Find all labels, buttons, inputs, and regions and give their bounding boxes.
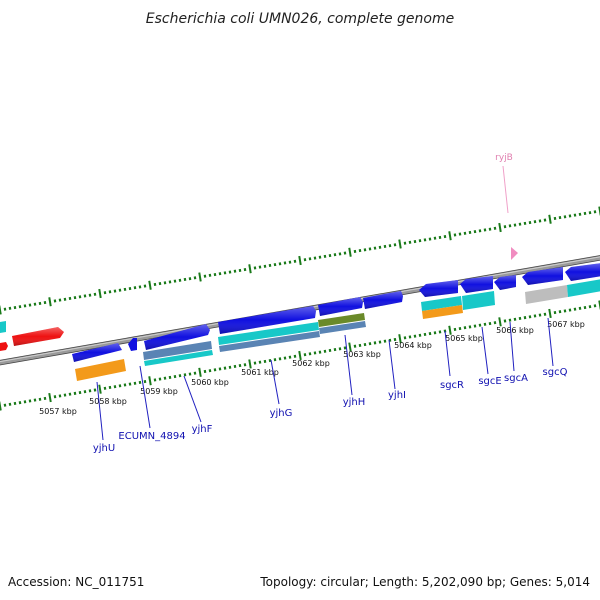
scale-label-5065: 5065 kbp — [445, 334, 483, 343]
inner-ring-major-tick — [248, 359, 252, 369]
outer-ring-major-tick — [298, 255, 302, 266]
gene-label-yjhF[interactable]: yjhF — [192, 424, 213, 435]
scale-label-5058: 5058 kbp — [89, 397, 127, 406]
scale-label-5057: 5057 kbp — [39, 407, 77, 416]
outer-ring-major-tick — [548, 214, 552, 224]
cds-yjhF-steel[interactable] — [143, 341, 212, 360]
inner-ring-major-tick — [48, 392, 52, 403]
outer-ring-major-tick — [0, 305, 2, 315]
inner-ring-major-tick — [398, 334, 402, 344]
accession-text: Accession: NC_011751 — [8, 575, 144, 589]
gene-label-leaders — [96, 317, 554, 441]
cds-sgcR-orange[interactable] — [422, 305, 463, 319]
gene-label-sgcR[interactable]: sgcR — [440, 380, 464, 391]
scale-label-5059: 5059 kbp — [140, 387, 178, 396]
gene-label-yjhH[interactable]: yjhH — [343, 397, 366, 408]
cds-yjhG-steel[interactable] — [219, 331, 320, 352]
cds-sgcE-cyan[interactable] — [462, 291, 495, 310]
gene-label-ryjB[interactable]: ryjB — [495, 153, 513, 163]
scale-label-5061: 5061 kbp — [241, 368, 279, 377]
cds-cyan-left[interactable] — [0, 321, 6, 333]
gene-label-yjhI[interactable]: yjhI — [388, 390, 406, 401]
gene-label-yjhG[interactable]: yjhG — [270, 408, 293, 419]
inner-tick-ring — [0, 300, 600, 411]
forward-strand-features — [0, 279, 600, 366]
genome-summary-text: Topology: circular; Length: 5,202,090 bp… — [259, 575, 590, 589]
scale-label-5062: 5062 kbp — [292, 359, 330, 368]
gene-label-sgcQ[interactable]: sgcQ — [543, 367, 568, 378]
outer-ring-major-tick — [398, 239, 402, 249]
cds-yjhH-steel[interactable] — [319, 321, 366, 334]
outer-ring-major-tick — [48, 297, 52, 307]
outer-ring-major-tick — [498, 222, 502, 233]
ryjB-leader — [502, 165, 509, 214]
cds-red-left[interactable] — [0, 342, 8, 351]
cds-yjhG-cyan[interactable] — [218, 322, 319, 345]
outer-ring-major-tick — [198, 272, 202, 282]
cds-sgcQ-cyan[interactable] — [567, 279, 600, 297]
cds-yjhU-orange[interactable] — [75, 359, 126, 381]
cds-sgcR-cyan[interactable] — [421, 296, 462, 311]
inner-ring-major-tick — [448, 325, 452, 335]
inner-ring-major-tick — [98, 384, 102, 394]
scale-label-5066: 5066 kbp — [496, 326, 534, 335]
cds-small-blue[interactable] — [128, 338, 137, 351]
inner-ring-major-tick — [198, 367, 202, 377]
inner-ring-major-tick — [148, 376, 152, 386]
ncrna-ryjB[interactable] — [511, 247, 518, 260]
inner-ring-major-tick — [0, 401, 2, 411]
gene-label-ecumn-4894[interactable]: ECUMN_4894 — [118, 431, 185, 442]
outer-ring-major-tick — [98, 288, 102, 299]
gene-label-sgcA[interactable]: sgcA — [504, 373, 528, 384]
outer-tick-ring — [0, 206, 600, 315]
outer-ring-major-tick — [248, 264, 252, 274]
scale-label-5064: 5064 kbp — [394, 341, 432, 350]
outer-ring-major-tick — [148, 280, 152, 290]
outer-ring-major-tick — [448, 231, 452, 241]
cds-yjhH-olive[interactable] — [318, 313, 365, 327]
reverse-strand-features — [72, 247, 600, 381]
inner-ring-major-tick — [498, 317, 502, 327]
scale-label-5063: 5063 kbp — [343, 350, 381, 359]
inner-ring-major-tick — [548, 308, 552, 319]
cds-yjhF-cyan[interactable] — [144, 350, 213, 366]
scale-label-5060: 5060 kbp — [191, 378, 229, 387]
outer-ring-major-tick — [348, 247, 352, 257]
gene-label-yjhU[interactable]: yjhU — [93, 443, 115, 454]
scale-label-5067: 5067 kbp — [547, 320, 585, 329]
gene-label-sgcE[interactable]: sgcE — [478, 376, 501, 387]
cds-sgcA-gray[interactable] — [525, 285, 568, 304]
inner-ring-major-tick — [298, 350, 302, 361]
map-title: Escherichia coli UMN026, complete genome — [146, 11, 454, 27]
scale-labels: 5057 kbp 5058 kbp 5059 kbp 5060 kbp 5061… — [39, 320, 585, 416]
inner-ring-major-tick — [348, 342, 352, 352]
gene-labels: yjhU ECUMN_4894 yjhF yjhG yjhH yjhI sgcR… — [93, 153, 568, 454]
